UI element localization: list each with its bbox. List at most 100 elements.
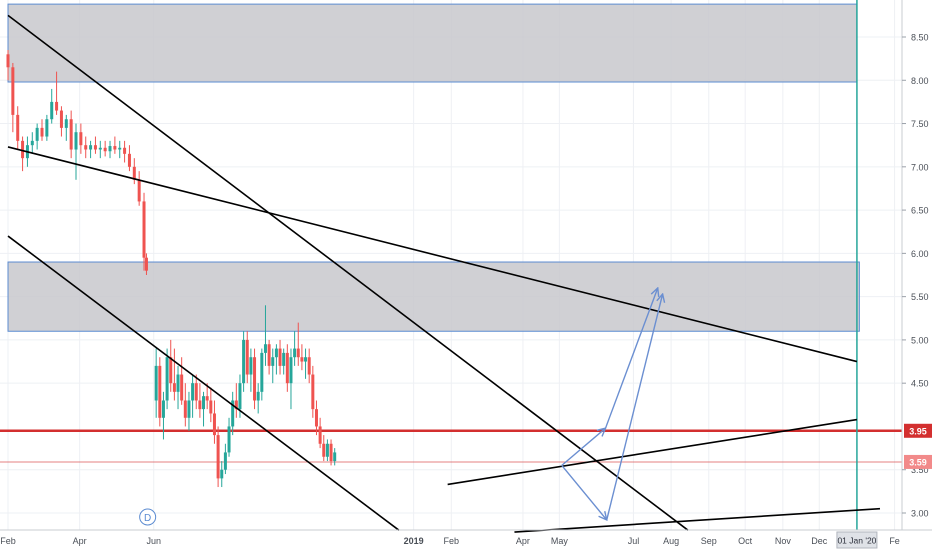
price-zone-1[interactable] — [7, 3, 858, 83]
candle-body — [137, 179, 141, 202]
candle-body — [238, 383, 242, 410]
date-badge[interactable] — [836, 531, 878, 549]
price-badge[interactable] — [904, 454, 932, 469]
candle-body — [274, 348, 278, 358]
projection-arrow-3[interactable] — [561, 464, 607, 520]
candle-body — [325, 443, 329, 457]
time-tick-label: Jun — [146, 536, 161, 546]
candle-body — [223, 452, 227, 470]
candle-body — [245, 339, 249, 375]
price-tick-label: 4.50 — [911, 379, 929, 389]
price-badge[interactable] — [904, 423, 932, 438]
candle-body — [165, 357, 169, 401]
axes — [0, 0, 932, 531]
price-tick-label: 5.00 — [911, 335, 929, 345]
candle-body — [234, 400, 238, 410]
price-tick-label: 3.50 — [911, 465, 929, 475]
candle-body — [6, 54, 10, 68]
candle-body — [263, 344, 267, 353]
price-zones — [7, 3, 860, 332]
candle-body — [271, 357, 275, 366]
candle-body — [202, 396, 206, 410]
candle-body — [300, 357, 304, 362]
price-tick-label: 7.50 — [911, 119, 929, 129]
candle-body — [198, 400, 202, 410]
candle-body — [314, 409, 318, 427]
price-tick-label: 6.50 — [911, 206, 929, 216]
candle-body — [242, 339, 246, 384]
candle-body — [74, 132, 78, 150]
candle-body — [161, 400, 165, 418]
candle-body — [123, 147, 127, 154]
price-tick-label: 6.00 — [911, 249, 929, 259]
time-tick-label: Feb — [0, 536, 16, 546]
trendline-3[interactable] — [7, 146, 858, 363]
candle-body — [127, 153, 131, 167]
candle-body — [191, 383, 195, 401]
candle-body — [180, 374, 184, 401]
date-badge-label: 01 Jan '20 — [837, 536, 876, 546]
horizontal-lines — [0, 429, 902, 463]
time-tick-label: Oct — [738, 536, 753, 546]
candle-body — [144, 257, 148, 271]
candle-body — [311, 374, 315, 410]
time-tick-label: Jul — [628, 536, 640, 546]
candle-body — [296, 348, 300, 358]
candle-body — [169, 357, 173, 384]
candle-body — [103, 147, 107, 152]
candle-body — [293, 348, 297, 358]
trendline-1[interactable] — [7, 14, 689, 531]
candle-body — [176, 374, 180, 392]
candle-body — [205, 396, 209, 401]
dividend-marker-label: D — [144, 513, 151, 524]
candle-body — [216, 435, 220, 479]
candle-body — [93, 145, 97, 150]
projection-arrow-1[interactable] — [561, 428, 606, 466]
candle-body — [113, 146, 117, 150]
trendlines — [7, 14, 881, 533]
time-tick-label: Apr — [516, 536, 530, 546]
price-tick-label: 8.50 — [911, 33, 929, 43]
candle-body — [278, 348, 282, 366]
candles — [6, 49, 337, 488]
price-tick-label: 5.50 — [911, 292, 929, 302]
candle-body — [142, 201, 146, 258]
candle-body — [55, 101, 59, 111]
candle-body — [79, 132, 83, 146]
dividend-marker[interactable] — [139, 508, 157, 526]
candle-body — [183, 400, 187, 418]
time-tick-label: Nov — [775, 536, 792, 546]
candle-body — [220, 469, 224, 479]
time-tick-label: May — [551, 536, 569, 546]
projection-arrow-2[interactable] — [604, 288, 658, 429]
candle-body — [84, 145, 88, 150]
candle-body — [318, 426, 322, 444]
projection-arrows — [561, 288, 663, 521]
candle-body — [260, 352, 264, 392]
time-tick-label: Fe — [889, 536, 900, 546]
time-tick-label: Feb — [444, 536, 460, 546]
candle-body — [187, 400, 191, 418]
trendline-4[interactable] — [447, 418, 858, 486]
candle-body — [285, 352, 289, 384]
candle-body — [59, 110, 63, 128]
axis-labels: D 8.50 8.00 7.50 7.00 6.50 6.00 5.50 5.00 4.50 3.5… — [0, 33, 932, 549]
price-zone-2[interactable] — [7, 261, 860, 332]
candle-body — [253, 357, 257, 401]
candle-body — [282, 352, 286, 366]
candle-body — [154, 365, 158, 401]
candle-body — [158, 365, 162, 418]
candle-body — [267, 344, 271, 366]
candle-body — [322, 443, 326, 457]
candle-body — [45, 119, 49, 137]
projection-arrow-4[interactable] — [606, 294, 663, 521]
trendline-2[interactable] — [7, 235, 400, 531]
candle-body — [304, 357, 308, 362]
candle-body — [21, 140, 25, 159]
candle-body — [132, 166, 136, 180]
trendline-5[interactable] — [514, 507, 881, 533]
candle-body — [194, 383, 198, 401]
candle-body — [69, 119, 73, 150]
